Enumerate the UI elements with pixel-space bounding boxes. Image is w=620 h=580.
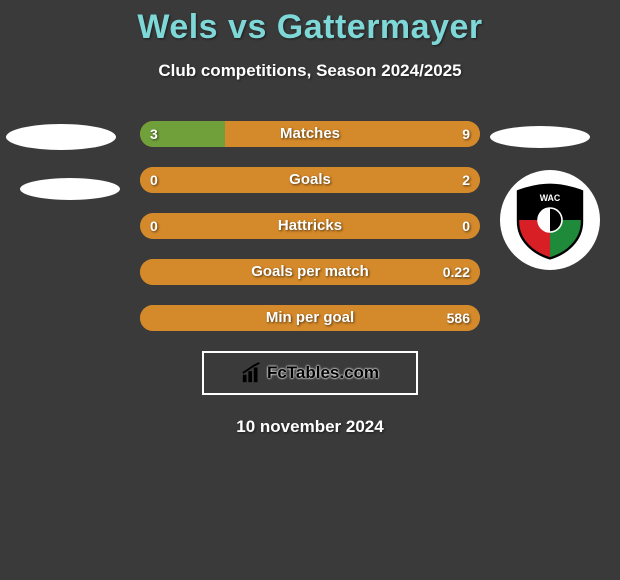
stat-row: Goals per match0.22 [140,259,480,285]
team-badge: WAC [500,170,600,270]
brand-text: FcTables.com [267,363,379,383]
stat-value-right: 586 [447,305,470,331]
page-title: Wels vs Gattermayer [0,0,620,47]
stat-row: Min per goal586 [140,305,480,331]
brand-box: FcTables.com [202,351,418,395]
stat-label: Matches [140,121,480,147]
stat-value-right: 9 [462,121,470,147]
wac-badge-icon: WAC [510,180,590,260]
stat-value-right: 2 [462,167,470,193]
stat-value-right: 0.22 [443,259,470,285]
stat-value-left: 0 [150,213,158,239]
stat-label: Goals per match [140,259,480,285]
stat-label: Min per goal [140,305,480,331]
bar-chart-icon [241,362,263,384]
subtitle: Club competitions, Season 2024/2025 [0,61,620,81]
placeholder-ellipse-left-top [6,124,116,150]
footer-date: 10 november 2024 [0,417,620,437]
stat-row: Hattricks0 0 [140,213,480,239]
placeholder-ellipse-left-bottom [20,178,120,200]
stat-rows: Matches39Goals02Hattricks00Goals per mat… [140,121,480,331]
stat-value-right: 0 [462,213,470,239]
badge-label: WAC [540,193,561,203]
stat-label: Goals [140,167,480,193]
stat-value-left: 3 [150,121,158,147]
stat-row: Goals0 2 [140,167,480,193]
stat-value-left: 0 [150,167,158,193]
placeholder-ellipse-right-top [490,126,590,148]
stat-label: Hattricks [140,213,480,239]
stat-row: Matches3 9 [140,121,480,147]
